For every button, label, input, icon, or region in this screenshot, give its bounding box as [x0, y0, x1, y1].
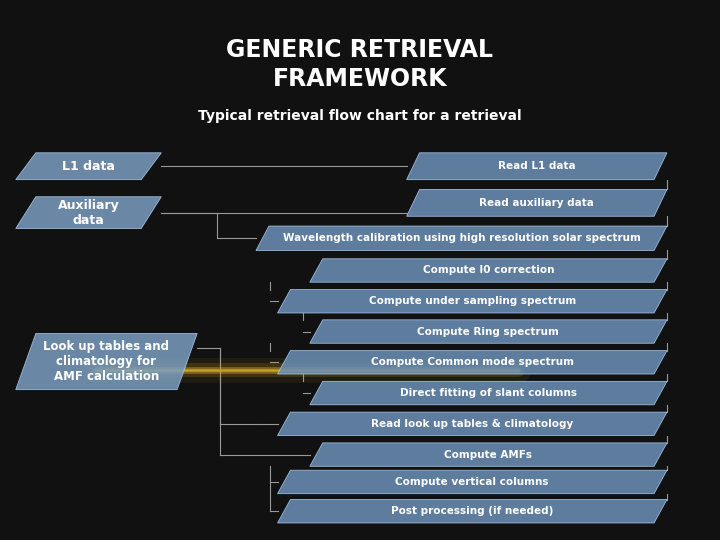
Polygon shape [310, 443, 667, 467]
Text: Compute Common mode spectrum: Compute Common mode spectrum [371, 357, 574, 367]
Text: Compute Ring spectrum: Compute Ring spectrum [418, 327, 559, 336]
Polygon shape [277, 500, 667, 523]
Polygon shape [310, 320, 667, 343]
Polygon shape [277, 350, 667, 374]
Polygon shape [310, 381, 667, 405]
Text: Typical retrieval flow chart for a retrieval: Typical retrieval flow chart for a retri… [198, 109, 522, 123]
Polygon shape [277, 470, 667, 494]
Polygon shape [277, 412, 667, 436]
Text: GENERIC RETRIEVAL
FRAMEWORK: GENERIC RETRIEVAL FRAMEWORK [227, 38, 493, 91]
Polygon shape [256, 226, 667, 251]
Text: Post processing (if needed): Post processing (if needed) [391, 507, 554, 516]
Text: Read auxiliary data: Read auxiliary data [480, 198, 594, 208]
Text: Wavelength calibration using high resolution solar spectrum: Wavelength calibration using high resolu… [282, 233, 640, 243]
Polygon shape [407, 190, 667, 217]
Text: Read L1 data: Read L1 data [498, 161, 575, 171]
Polygon shape [16, 153, 161, 180]
Text: Compute vertical columns: Compute vertical columns [395, 477, 549, 487]
Text: Direct fitting of slant columns: Direct fitting of slant columns [400, 388, 577, 398]
Text: Read look up tables & climatology: Read look up tables & climatology [371, 419, 573, 429]
Text: Compute under sampling spectrum: Compute under sampling spectrum [369, 296, 576, 306]
Text: Look up tables and
climatology for
AMF calculation: Look up tables and climatology for AMF c… [43, 340, 169, 383]
Polygon shape [16, 334, 197, 390]
Polygon shape [310, 259, 667, 282]
Polygon shape [16, 197, 161, 228]
Polygon shape [407, 153, 667, 180]
Text: Compute I0 correction: Compute I0 correction [423, 266, 554, 275]
Polygon shape [277, 289, 667, 313]
Text: Auxiliary
data: Auxiliary data [58, 199, 120, 227]
Text: L1 data: L1 data [62, 160, 115, 173]
Text: Compute AMFs: Compute AMFs [444, 450, 532, 460]
